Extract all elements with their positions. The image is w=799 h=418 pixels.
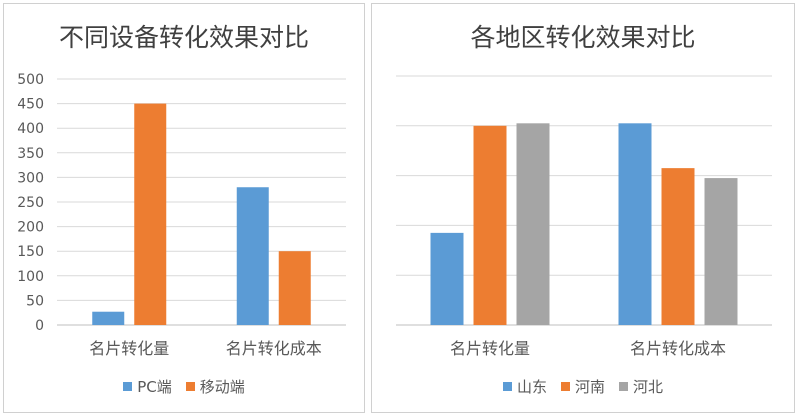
legend: PC端 移动端 [4,376,364,397]
y-tick-label: 200 [17,220,44,236]
bar [134,103,167,325]
x-tick-label: 名片转化量 [450,339,530,358]
bar [704,178,738,325]
y-tick-label: 150 [17,244,44,260]
chart-title: 各地区转化效果对比 [470,23,696,52]
bar [661,168,695,325]
legend-label-henan: 河南 [574,378,605,396]
bar [473,125,507,325]
bar [278,251,311,325]
legend-label-shandong: 山东 [516,378,547,396]
y-tick-label: 300 [17,170,44,186]
y-tick-label: 500 [17,72,44,88]
region-chart-panel: 各地区转化效果对比 名片转化量 名片转化成本 山东 河南 河北 [371,3,795,413]
legend-item-henan: 河南 [560,376,605,397]
x-tick-label: 名片转化成本 [630,339,726,358]
legend-label-mobile: 移动端 [199,378,245,396]
x-tick-label: 名片转化成本 [226,339,322,358]
legend-item-hebei: 河北 [619,376,663,397]
bar [92,311,125,325]
legend-swatch-pc [123,382,133,391]
y-tick-label: 50 [26,293,44,309]
y-tick-label: 100 [17,269,44,285]
legend-item-pc: PC端 [123,376,172,397]
legend: 山东 河南 河北 [372,376,794,397]
legend-label-pc: PC端 [137,378,172,396]
x-tick-label: 名片转化量 [89,339,169,358]
legend-swatch-henan [560,382,570,391]
y-tick-label: 450 [17,97,44,113]
legend-swatch-hebei [619,382,628,391]
region-chart-plot: 名片转化量 名片转化成本 [396,75,772,358]
device-chart-panel: 不同设备转化效果对比 0 50 100 150 200 250 300 350 400 450 50… [3,3,365,413]
y-tick-label: 350 [17,146,44,162]
device-chart-plot: 0 50 100 150 200 250 300 350 400 450 500 名片转化量 名片转化成… [17,72,346,358]
chart-title: 不同设备转化效果对比 [58,23,309,52]
legend-swatch-mobile [185,382,195,391]
bar [516,123,550,325]
legend-item-mobile: 移动端 [185,376,245,397]
legend-swatch-shandong [502,382,512,391]
legend-item-shandong: 山东 [502,376,547,397]
legend-label-hebei: 河北 [633,378,664,396]
y-tick-label: 250 [17,195,44,211]
bar [618,123,652,325]
y-tick-label: 0 [35,318,44,334]
bar [430,232,464,325]
bar [236,187,269,325]
y-tick-label: 400 [17,121,44,137]
